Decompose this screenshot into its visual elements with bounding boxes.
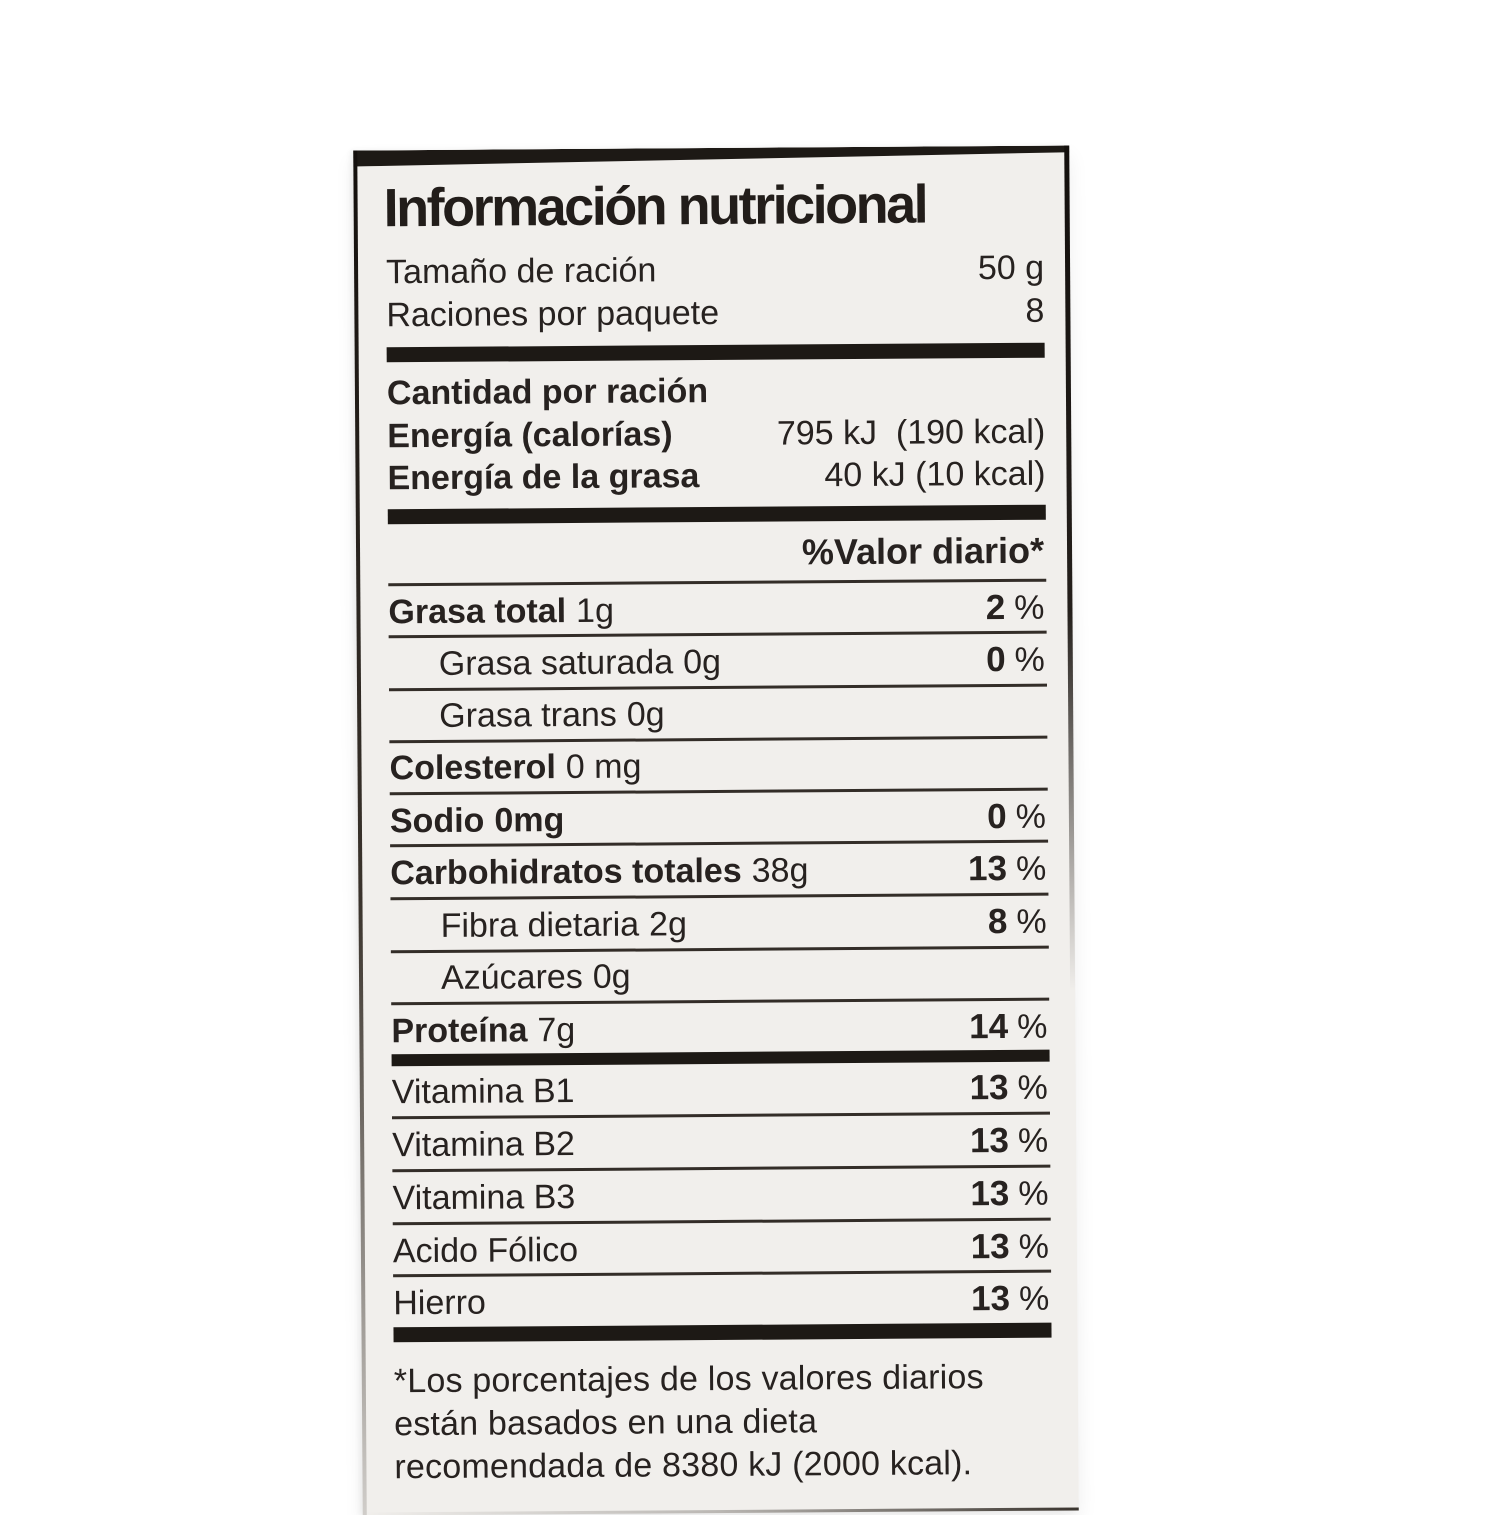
nutrient-amount: 0g [592, 957, 631, 996]
daily-value-percent: 13% [969, 1068, 1048, 1108]
energy-fat-label: Energía de la grasa [387, 456, 700, 497]
energy-calories-label: Energía (calorías) [387, 414, 673, 455]
nutrient-name: Vitamina B1 [391, 1072, 575, 1112]
daily-value-percent: 0% [985, 640, 1045, 680]
nutrient-name: Fibra dietaria 2g [440, 905, 688, 946]
daily-value-percent: 13% [970, 1173, 1049, 1213]
nutrient-row: Vitamina B3 13% [392, 1167, 1051, 1225]
nutrient-row: Grasa trans 0g [389, 686, 1048, 744]
nutrient-name: Colesterol 0 mg [389, 747, 642, 788]
servings-per-pack-label: Raciones por paquete [386, 294, 720, 335]
nutrient-name: Grasa saturada 0g [438, 643, 722, 684]
serving-size-label: Tamaño de ración [385, 251, 657, 291]
servings-per-pack-row: Raciones por paquete 8 [386, 290, 1044, 338]
nutrient-amount: 0 mg [565, 747, 642, 786]
nutrient-name: Carbohidratos totales 38g [390, 851, 809, 893]
nutrient-name: Grasa trans 0g [439, 695, 665, 736]
nutrition-label: Información nutricional Tamaño de ración… [353, 145, 1079, 1515]
nutrient-name: Vitamina B3 [392, 1177, 576, 1218]
nutrient-name: Vitamina B2 [392, 1125, 576, 1165]
label-title: Información nutricional [383, 174, 927, 239]
separator-bar [393, 1322, 1052, 1343]
nutrient-row: Proteína 7g 14% [391, 1000, 1049, 1054]
nutrient-amount: 0g [683, 643, 722, 682]
nutrient-amount: 2g [648, 905, 688, 944]
nutrient-row: Colesterol 0 mg [389, 738, 1048, 795]
nutrient-row: Fibra dietaria 2g 8% [390, 895, 1049, 954]
serving-size-row: Tamaño de ración 50 g [386, 246, 1044, 294]
daily-value-percent: 13% [969, 1120, 1049, 1161]
nutrient-amount: 7g [537, 1010, 576, 1049]
daily-value-percent: 14% [969, 1006, 1048, 1046]
footnote: *Los porcentajes de los valores diarios … [394, 1356, 1053, 1489]
footnote-line: están basados en una dieta [394, 1402, 818, 1444]
nutrient-row: Grasa total 1g 2% [388, 581, 1047, 639]
energy-fat-row: Energía de la grasa 40 kJ (10 kcal) [387, 452, 1045, 499]
footnote-line: *Los porcentajes de los valores diarios [393, 1358, 984, 1401]
daily-value-percent: 13% [967, 849, 1047, 889]
nutrient-amount: 38g [751, 851, 809, 891]
daily-value-percent: 13% [970, 1226, 1050, 1266]
daily-value-header: %Valor diario* [387, 519, 1047, 586]
nutrient-name: Proteína 7g [391, 1010, 576, 1050]
nutrient-row: Sodio 0mg 0% [389, 790, 1049, 848]
servings-per-pack-value: 8 [1025, 291, 1045, 330]
nutrient-row: Azúcares 0g [390, 948, 1050, 1005]
serving-size-value: 50 g [977, 248, 1045, 287]
nutrient-amount: 1g [575, 591, 615, 630]
label-content: Información nutricional Tamaño de ración… [353, 146, 1079, 1515]
nutrient-row: Grasa saturada 0g 0% [388, 634, 1048, 692]
nutrient-row: Vitamina B2 13% [392, 1114, 1051, 1173]
nutrient-name: Sodio 0mg [389, 800, 565, 840]
amount-per-serving-header: Cantidad por ración [386, 372, 709, 413]
nutrient-name: Hierro [393, 1283, 487, 1323]
energy-fat-value: 40 kJ (10 kcal) [824, 454, 1046, 494]
daily-value-percent: 13% [970, 1279, 1050, 1319]
energy-calories-row: Energía (calorías) 795 kJ (190 kcal) [387, 410, 1045, 457]
energy-calories-value: 795 kJ (190 kcal) [776, 412, 1046, 453]
daily-value-percent: 0% [987, 796, 1047, 836]
nutrient-row: Acido Fólico 13% [392, 1220, 1052, 1278]
nutrient-name: Acido Fólico [392, 1230, 579, 1270]
daily-value-percent: 2% [985, 587, 1045, 627]
nutrient-amount: 0mg [494, 800, 565, 840]
nutrient-row: Carbohidratos totales 38g 13% [390, 843, 1049, 901]
nutrient-name: Grasa total 1g [388, 591, 615, 631]
footnote-line: recomendada de 8380 kJ (2000 kcal). [394, 1443, 973, 1486]
nutrient-name: Azúcares 0g [440, 957, 631, 997]
separator-bar [386, 343, 1045, 363]
nutrient-amount: 0g [626, 695, 665, 734]
nutrient-row: Hierro 13% [393, 1273, 1051, 1327]
nutrient-row: Vitamina B1 13% [391, 1061, 1050, 1120]
daily-value-percent: 8% [987, 902, 1047, 942]
nutrient-rows: Grasa total 1g 2% Grasa saturada 0g 0% Grasa t… [388, 581, 1052, 1343]
